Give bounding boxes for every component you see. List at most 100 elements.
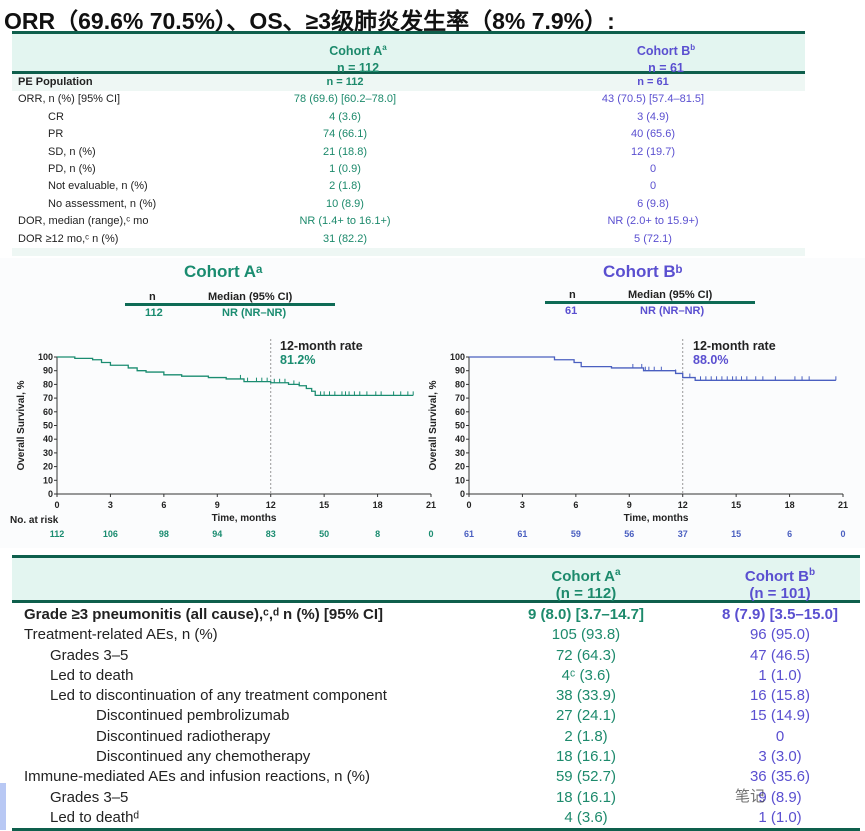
page-title: ORR（69.6% 70.5%）、OS、≥3级肺炎发生率（8% 7.9%）: — [4, 8, 615, 34]
y-tick-label: 40 — [455, 434, 465, 444]
cohort-b-value: 0 — [649, 162, 657, 175]
table-row: ORR, n (%) [95% CI] 78 (69.6) [60.2–78.0]… — [12, 91, 805, 108]
at-risk-value: 50 — [319, 529, 329, 539]
cohort-b-header: Cohort Bb n = 61 — [566, 39, 766, 77]
rate-value: 88.0% — [693, 353, 729, 367]
cohort-a-name: Cohort A — [329, 44, 383, 59]
cohort-b-value: NR (2.0+ to 15.9+) — [607, 215, 699, 228]
cohort-b-value: 0 — [775, 727, 785, 745]
legend-n-value: 61 — [565, 305, 578, 317]
at-risk-value: 59 — [571, 529, 581, 539]
x-axis-label: Time, months — [212, 513, 277, 524]
row-label: Discontinued any chemotherapy — [96, 748, 311, 766]
row-label: CR — [48, 110, 64, 123]
x-tick-label: 3 — [108, 500, 113, 510]
x-tick-label: 12 — [678, 500, 688, 510]
cohort-b-value: 1 (1.0) — [758, 808, 802, 826]
x-tick-label: 3 — [520, 500, 525, 510]
at-risk-value: 6 — [787, 529, 792, 539]
row-label: Discontinued radiotherapy — [96, 727, 271, 745]
x-tick-label: 6 — [573, 500, 578, 510]
cohort-b-value: 3 (4.9) — [637, 110, 669, 123]
table-header: Cohort Aa n = 112 Cohort Bb n = 61 — [12, 34, 805, 77]
survival-section: Cohort Aᵃ Cohort Bᵇ n Median (95% CI) 112… — [0, 258, 865, 548]
cohort-b-sup: b — [690, 43, 696, 52]
km-b-rate: 12-month rate 88.0% — [693, 339, 776, 367]
cohort-b-name: Cohort B — [744, 568, 810, 585]
table-row: Not evaluable, n (%) 2 (1.8) 0 — [12, 178, 805, 195]
y-tick-label: 70 — [455, 393, 465, 403]
cohort-b-value: 12 (19.7) — [630, 145, 676, 158]
y-tick-label: 0 — [48, 489, 53, 499]
cohort-a-header: Cohort Aa n = 112 — [258, 39, 458, 77]
x-tick-label: 18 — [373, 500, 383, 510]
at-risk-value: 8 — [375, 529, 380, 539]
cohort-a-value: 59 (52.7) — [555, 768, 617, 786]
y-tick-label: 80 — [455, 379, 465, 389]
km-a-rate: 12-month rate 81.2% — [280, 339, 363, 367]
km-a-legend: n Median (95% CI) 112 NR (NR–NR) — [125, 290, 335, 322]
x-tick-label: 9 — [215, 500, 220, 510]
cohort-a-value: 4 (3.6) — [564, 808, 608, 826]
cohort-a-value: 78 (69.6) [60.2–78.0] — [293, 93, 397, 106]
cohort-b-name: Cohort B — [636, 44, 691, 59]
legend-n-header: n — [149, 291, 156, 303]
row-label: Immune-mediated AEs and infusion reactio… — [24, 768, 371, 786]
table-row: Grade ≥3 pneumonitis (all cause),ᶜ,ᵈ n (… — [12, 605, 860, 625]
x-tick-label: 0 — [54, 500, 59, 510]
cohort-a-header: Cohort Aa (n = 112) — [496, 564, 676, 602]
cohort-b-n: n = 61 — [648, 61, 684, 76]
km-a-title: Cohort Aᵃ — [184, 262, 263, 281]
safety-table: Cohort Aa (n = 112) Cohort Bb (n = 101) Gr… — [12, 555, 860, 831]
cohort-a-value: 4 (3.6) — [329, 110, 361, 123]
cohort-b-sup: b — [809, 567, 816, 578]
y-tick-label: 20 — [455, 462, 465, 472]
y-tick-label: 90 — [455, 366, 465, 376]
x-tick-label: 21 — [838, 500, 848, 510]
y-axis-label: Overall Survival, % — [428, 380, 439, 470]
cohort-b-value: 40 (65.6) — [630, 128, 676, 141]
table-row: Immune-mediated AEs and infusion reactio… — [12, 767, 860, 787]
x-tick-label: 12 — [266, 500, 276, 510]
y-axis-label: Overall Survival, % — [16, 380, 27, 470]
row-label: ORR, n (%) [95% CI] — [18, 93, 121, 106]
y-tick-label: 100 — [450, 352, 465, 362]
y-tick-label: 50 — [43, 421, 53, 431]
table-row: PR 74 (66.1) 40 (65.6) — [12, 126, 805, 143]
side-accent — [0, 783, 6, 830]
survival-curve — [57, 356, 414, 397]
cohort-b-value: 96 (95.0) — [749, 626, 811, 644]
cohort-a-value: 18 (16.1) — [555, 748, 617, 766]
cohort-b-n: (n = 101) — [749, 585, 811, 602]
row-label: Grades 3–5 — [50, 646, 129, 664]
cohort-b-value: 9 (8.9) — [758, 788, 802, 806]
table-row: Discontinued radiotherapy 2 (1.8) 0 — [12, 727, 860, 747]
cohort-b-value: 43 (70.5) [57.4–81.5] — [601, 93, 705, 106]
table-row: Led to deathᵈ 4 (3.6) 1 (1.0) — [12, 808, 860, 828]
legend-median-header: Median (95% CI) — [628, 289, 713, 301]
row-label: PE Population — [18, 76, 93, 88]
at-risk-value: 98 — [159, 529, 169, 539]
table-row: Treatment-related AEs, n (%) 105 (93.8) 96… — [12, 625, 860, 645]
y-tick-label: 30 — [43, 448, 53, 458]
watermark: 笔记 — [735, 788, 766, 805]
at-risk-value: 56 — [624, 529, 634, 539]
x-tick-label: 9 — [627, 500, 632, 510]
row-label: SD, n (%) — [48, 145, 96, 158]
km-b-title: Cohort Bᵇ — [603, 262, 683, 281]
x-tick-label: 15 — [731, 500, 741, 510]
y-tick-label: 20 — [43, 462, 53, 472]
at-risk-value: 106 — [103, 529, 118, 539]
row-label: Grade ≥3 pneumonitis (all cause),ᶜ,ᵈ n (… — [24, 606, 384, 623]
km-plots: 0102030405060708090100011231066989941283… — [16, 339, 848, 539]
cohort-a-value: 38 (33.9) — [555, 687, 617, 705]
table-row: Grades 3–5 72 (64.3) 47 (46.5) — [12, 646, 860, 666]
table-row: PE Population n = 112 n = 61 — [12, 74, 805, 92]
table-row: No assessment, n (%) 10 (8.9) 6 (9.8) — [12, 196, 805, 213]
table-row: DOR ≥12 mo,ᶜ n (%) 31 (82.2) 5 (72.1) — [12, 231, 805, 248]
cohort-a-n: n = 112 — [336, 61, 380, 76]
cohort-b-value: 3 (3.0) — [758, 748, 802, 766]
legend-median-value: NR (NR–NR) — [222, 307, 287, 319]
cohort-b-header: Cohort Bb (n = 101) — [690, 564, 865, 602]
at-risk-value: 83 — [266, 529, 276, 539]
